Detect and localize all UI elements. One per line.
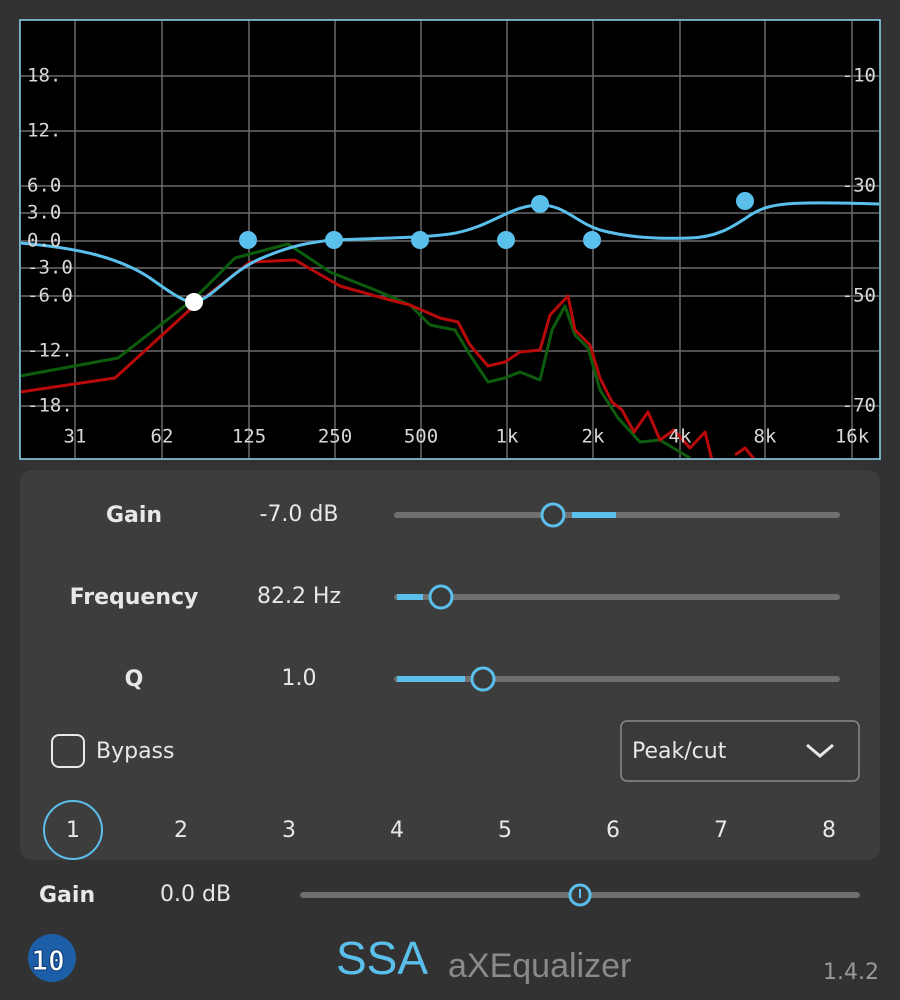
band-node[interactable] xyxy=(736,192,754,210)
band-tab[interactable]: 5 xyxy=(498,818,512,843)
product-name: aXEqualizer xyxy=(448,947,631,985)
spectrum-left xyxy=(21,242,691,458)
freq-label: 8k xyxy=(754,426,777,448)
band-node[interactable] xyxy=(531,195,549,213)
freq-label: 62 xyxy=(151,426,174,448)
brand: SSA xyxy=(336,932,428,984)
db-label: 12. xyxy=(27,120,61,142)
freq-label: 2k xyxy=(582,426,605,448)
spectrum-label: -30 xyxy=(842,175,876,197)
freq-label: 16k xyxy=(835,426,870,448)
slider-knob[interactable] xyxy=(470,666,496,692)
dropdown-arrow xyxy=(806,743,834,758)
db-label: -3.0 xyxy=(27,257,73,279)
band-panel xyxy=(20,470,880,860)
band-tab-highlight xyxy=(43,800,103,860)
spectrum-label: -50 xyxy=(842,285,876,307)
band-node[interactable] xyxy=(411,231,429,249)
band-node[interactable] xyxy=(497,231,515,249)
band-tab[interactable]: 1 xyxy=(66,818,80,843)
band-node[interactable] xyxy=(325,231,343,249)
band-tab[interactable]: 4 xyxy=(390,818,404,843)
control-label: Frequency xyxy=(70,585,199,610)
spectrum-right xyxy=(21,258,756,458)
graph-border xyxy=(19,19,881,460)
db-label: 6.0 xyxy=(27,175,61,197)
bypass-label: Bypass xyxy=(96,739,174,764)
output-gain-label: Gain xyxy=(39,883,95,908)
band-node[interactable] xyxy=(583,231,601,249)
freq-label: 125 xyxy=(232,426,266,448)
logo-icon xyxy=(28,934,76,982)
band-tab[interactable]: 8 xyxy=(822,818,836,843)
band-tab[interactable]: 6 xyxy=(606,818,620,843)
spectrum-label: -70 xyxy=(842,395,876,417)
band-nodes xyxy=(185,192,754,311)
band-node-selected[interactable] xyxy=(185,293,203,311)
control-value: 82.2 Hz xyxy=(257,584,341,609)
control-label: Q xyxy=(125,667,144,692)
db-label: -18. xyxy=(27,395,73,417)
band-tab[interactable]: 3 xyxy=(282,818,296,843)
control-value: 1.0 xyxy=(282,666,317,691)
slider-knob[interactable] xyxy=(540,502,566,528)
freq-label: 250 xyxy=(318,426,352,448)
db-label: -6.0 xyxy=(27,285,73,307)
slider-knob[interactable] xyxy=(428,584,454,610)
db-label: -12. xyxy=(27,340,73,362)
db-label: 18. xyxy=(27,65,61,87)
graph-area xyxy=(20,20,880,459)
bypass-checkbox[interactable] xyxy=(51,734,85,768)
freq-label: 500 xyxy=(404,426,438,448)
band-node[interactable] xyxy=(239,231,257,249)
freq-label: 31 xyxy=(64,426,87,448)
logo-icon-text: 10 xyxy=(31,944,65,977)
band-tab[interactable]: 7 xyxy=(714,818,728,843)
control-value: -7.0 dB xyxy=(260,502,339,527)
filter-type-dropdown[interactable] xyxy=(620,720,860,782)
output-gain-value: 0.0 dB xyxy=(160,882,231,907)
freq-label: 1k xyxy=(496,426,519,448)
filter-type-value: Peak/cut xyxy=(632,739,727,764)
control-label: Gain xyxy=(106,503,162,528)
version: 1.4.2 xyxy=(823,960,879,985)
band-tab[interactable]: 2 xyxy=(174,818,188,843)
freq-label: 4k xyxy=(669,426,692,448)
db-label: 3.0 xyxy=(27,202,61,224)
db-label: 0.0 xyxy=(27,230,61,252)
spectrum-label: -10 xyxy=(842,65,876,87)
